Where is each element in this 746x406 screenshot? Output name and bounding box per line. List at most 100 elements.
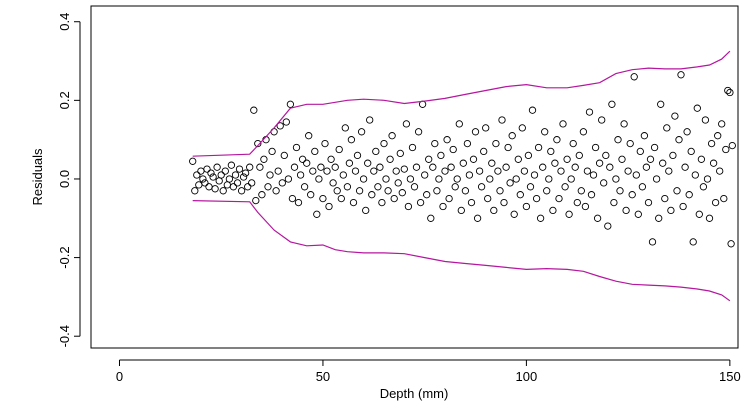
data-point [557,167,565,175]
data-point [685,191,693,199]
data-point [471,128,480,136]
data-point [630,73,638,81]
data-point [480,147,488,156]
data-point [559,120,567,128]
data-point [252,196,260,205]
data-point [209,173,217,181]
plot-frame [90,5,739,349]
data-point [341,124,349,132]
data-point [378,198,386,207]
data-point [410,183,419,191]
data-point [720,194,728,203]
data-point [488,159,496,167]
data-point [349,198,358,207]
data-point [475,167,484,175]
data-point [541,128,549,136]
data-point [288,194,297,203]
data-point [296,171,305,179]
data-point [309,167,317,175]
y-tick-label: 0.2 [57,91,72,109]
data-point [286,100,295,108]
data-point [429,163,437,171]
data-point [589,171,598,179]
data-point [728,141,736,150]
data-point [272,187,280,195]
y-tick-label: -0.4 [57,325,72,347]
data-point [248,179,256,187]
data-point [473,214,482,222]
data-point [522,202,531,211]
data-point [292,143,301,152]
data-point [565,210,573,218]
data-point [618,155,626,163]
data-point [718,120,726,128]
data-point [278,179,286,187]
data-point [370,167,378,175]
data-point [579,128,588,136]
data-point [451,183,459,191]
data-point [714,132,722,140]
data-point [345,159,354,167]
data-point [469,155,478,163]
data-point [421,171,429,179]
data-point [567,175,575,183]
data-point [703,175,712,183]
data-point [675,136,683,144]
data-point [317,163,325,171]
data-point [614,136,622,144]
data-point [264,183,272,191]
data-point [437,151,445,160]
data-point [691,171,699,179]
data-point [463,139,472,148]
y-tick-label: 0.4 [57,13,72,31]
data-point [347,136,356,144]
data-point [569,139,577,148]
x-tick-label: 50 [316,369,330,384]
data-point [659,159,667,167]
data-point [256,163,264,171]
data-point [199,175,207,183]
data-point [461,187,470,195]
data-point [392,167,400,175]
data-point [439,202,447,211]
data-point [353,151,362,160]
data-point [427,214,435,222]
data-point [727,240,735,248]
data-point [622,206,630,215]
data-point [311,147,319,156]
data-point [547,147,555,156]
data-point [726,88,734,97]
data-point [303,159,311,167]
data-point [524,151,533,160]
data-point [431,139,439,148]
data-point [667,206,675,215]
data-point [319,194,327,203]
data-point [628,191,636,199]
data-point [482,124,490,132]
data-point [386,155,394,163]
data-point [477,183,486,191]
data-point [697,155,706,163]
data-point [207,169,215,177]
data-point [227,161,236,169]
data-point [640,132,649,140]
data-point [608,100,616,108]
x-tick-label: 100 [516,369,538,384]
y-axis-title: Residuals [30,148,45,206]
data-point [711,198,720,207]
data-point [339,171,347,179]
data-point [258,191,266,199]
data-point [280,151,288,160]
data-point [321,139,329,148]
data-point [650,143,659,152]
data-point [331,163,339,171]
data-point [315,175,323,183]
data-point [683,128,691,136]
data-point [616,187,624,195]
data-point [390,194,398,203]
data-point [193,171,201,179]
data-point [237,187,246,195]
data-point [555,194,563,203]
data-point [620,120,628,128]
